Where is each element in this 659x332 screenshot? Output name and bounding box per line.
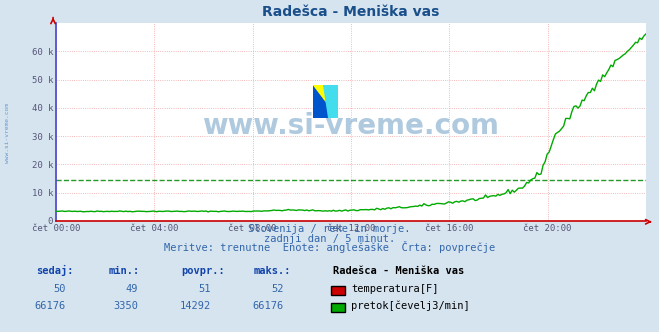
Title: Radešca - Meniška vas: Radešca - Meniška vas [262,5,440,19]
Text: temperatura[F]: temperatura[F] [351,284,439,294]
Text: povpr.:: povpr.: [181,266,225,276]
Text: 66176: 66176 [252,301,283,311]
Text: sedaj:: sedaj: [36,265,74,276]
Text: zadnji dan / 5 minut.: zadnji dan / 5 minut. [264,234,395,244]
Polygon shape [312,85,337,118]
Text: www.si-vreme.com: www.si-vreme.com [5,103,11,163]
Text: 51: 51 [198,284,211,294]
Text: 66176: 66176 [35,301,66,311]
Text: 14292: 14292 [180,301,211,311]
Text: pretok[čevelj3/min]: pretok[čevelj3/min] [351,301,470,311]
Text: 3350: 3350 [113,301,138,311]
Text: maks.:: maks.: [254,266,291,276]
Text: Meritve: trenutne  Enote: anglešaške  Črta: povprečje: Meritve: trenutne Enote: anglešaške Črta… [164,241,495,253]
Text: Radešca - Meniška vas: Radešca - Meniška vas [333,266,464,276]
Text: min.:: min.: [109,266,140,276]
Polygon shape [312,85,337,118]
Polygon shape [323,85,337,118]
Text: www.si-vreme.com: www.si-vreme.com [202,112,500,140]
Text: Slovenija / reke in morje.: Slovenija / reke in morje. [248,224,411,234]
Text: 49: 49 [126,284,138,294]
Text: 50: 50 [53,284,66,294]
Text: 52: 52 [271,284,283,294]
